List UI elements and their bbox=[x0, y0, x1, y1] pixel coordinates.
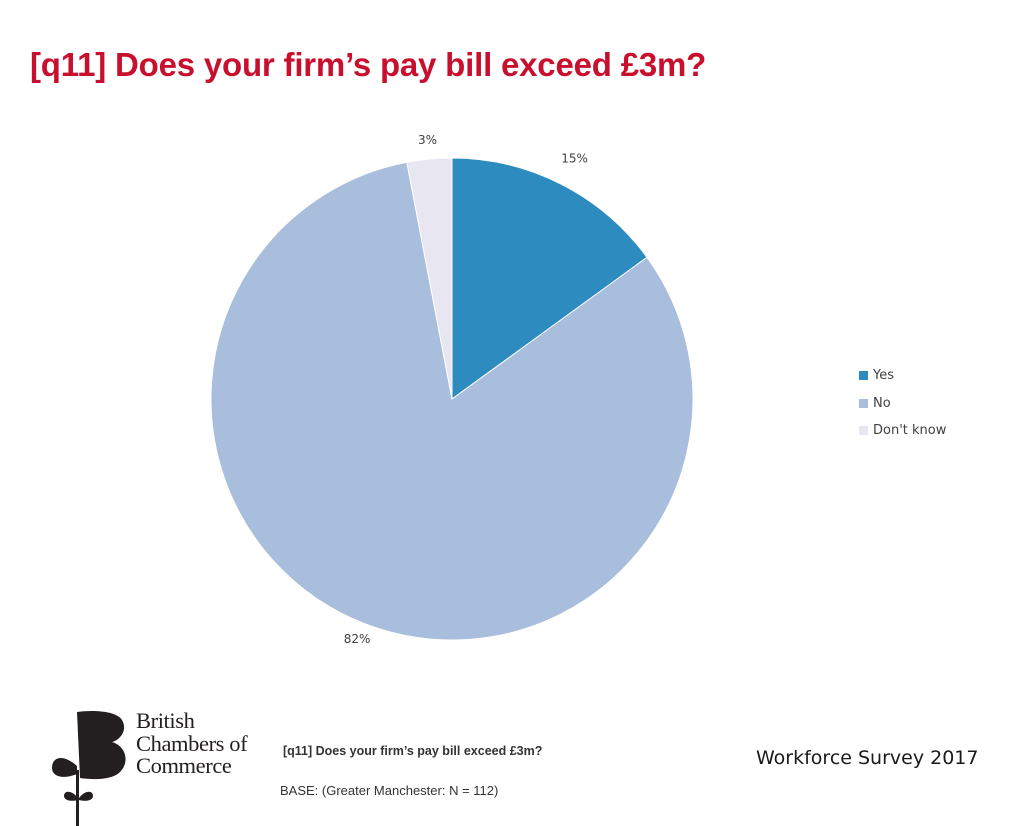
legend-swatch-no bbox=[859, 398, 868, 408]
bcc-logo-wordmark: British Chambers of Commerce bbox=[136, 708, 248, 778]
legend-label-no: No bbox=[873, 395, 891, 411]
pie-slice-yes bbox=[451, 157, 648, 400]
legend-label-dont-know: Don't know bbox=[873, 423, 947, 439]
legend-item-no: No bbox=[859, 390, 946, 418]
legend-item-yes: Yes bbox=[859, 362, 946, 390]
logo-line-1: British bbox=[136, 708, 195, 733]
legend-swatch-yes bbox=[859, 371, 868, 381]
legend-item-dont-know: Don't know bbox=[859, 417, 946, 445]
pie-chart: 15% 82% 3% bbox=[210, 133, 694, 646]
data-label-yes: 15% bbox=[561, 151, 588, 165]
logo-line-2: Chambers of bbox=[136, 730, 248, 756]
chart-legend: Yes No Don't know bbox=[859, 362, 946, 445]
footer-question: [q11] Does your firm’s pay bill exceed £… bbox=[283, 744, 543, 758]
bcc-logo: British Chambers of Commerce bbox=[50, 708, 265, 826]
bcc-logo-mark bbox=[52, 710, 126, 826]
footer-base: BASE: (Greater Manchester: N = 112) bbox=[280, 783, 499, 798]
data-label-no: 82% bbox=[344, 632, 371, 646]
logo-line-3: Commerce bbox=[136, 753, 232, 778]
data-label-don-t-know: 3% bbox=[418, 133, 437, 147]
page-title: [q11] Does your firm’s pay bill exceed £… bbox=[30, 46, 707, 83]
legend-swatch-dont-know bbox=[859, 426, 868, 436]
footer-survey-name: Workforce Survey 2017 bbox=[756, 747, 979, 769]
pie-slice-don-t-know bbox=[406, 157, 453, 400]
pie-slice-no bbox=[210, 161, 694, 641]
legend-label-yes: Yes bbox=[873, 368, 894, 384]
